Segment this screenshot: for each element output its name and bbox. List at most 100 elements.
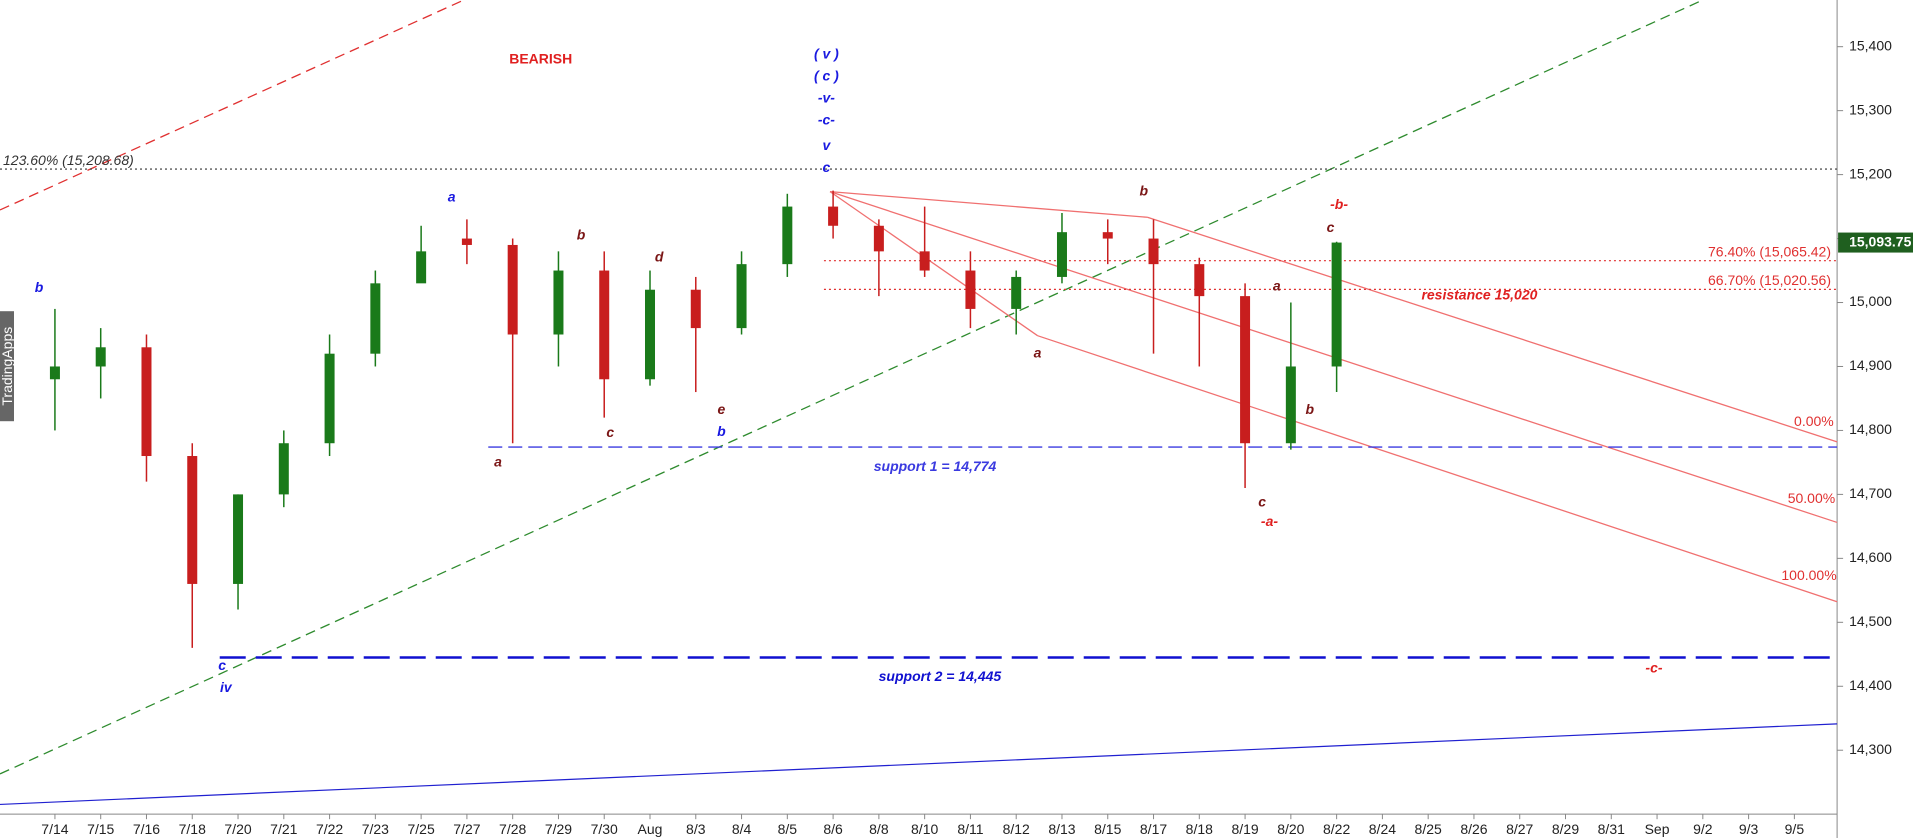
support-label: support 2 = 14,445 xyxy=(879,668,1002,684)
wave-label: c xyxy=(218,657,226,673)
x-tick-label: 8/25 xyxy=(1415,821,1442,837)
y-tick-label: 14,600 xyxy=(1849,549,1892,565)
candle-body xyxy=(828,206,839,226)
x-tick-label: 7/30 xyxy=(591,821,618,837)
wave-label: ( v ) xyxy=(814,46,839,62)
y-tick-label: 15,300 xyxy=(1849,101,1892,117)
x-tick-label: Aug xyxy=(638,821,663,837)
x-tick-label: 8/22 xyxy=(1323,821,1350,837)
x-tick-label: 7/18 xyxy=(179,821,206,837)
trend-line xyxy=(0,0,465,211)
x-tick-label: 9/5 xyxy=(1785,821,1805,837)
x-tick-label: 8/4 xyxy=(732,821,752,837)
wave-label: b xyxy=(577,226,586,242)
x-tick-label: 8/12 xyxy=(1003,821,1030,837)
candle-body xyxy=(187,456,198,584)
resistance-label: resistance 15,020 xyxy=(1421,286,1537,302)
candle-body xyxy=(416,251,427,284)
y-tick-label: 14,900 xyxy=(1849,357,1892,373)
trend-line xyxy=(829,191,1038,337)
wave-label: -v- xyxy=(818,90,835,106)
wave-label: ( c ) xyxy=(814,68,839,84)
x-tick-label: 7/14 xyxy=(41,821,68,837)
x-tick-label: 7/25 xyxy=(408,821,435,837)
fib-label: 66.70% (15,020.56) xyxy=(1708,272,1831,288)
x-tick-label: 8/13 xyxy=(1048,821,1075,837)
x-tick-label: 8/24 xyxy=(1369,821,1396,837)
trend-line xyxy=(1147,216,1838,443)
x-tick-label: 8/6 xyxy=(823,821,843,837)
trend-line xyxy=(0,723,1838,806)
wave-label: c xyxy=(1327,219,1335,235)
wave-label: v xyxy=(822,137,831,153)
candle-body xyxy=(1240,296,1251,444)
candle-body xyxy=(278,443,289,495)
wave-label: b xyxy=(1139,182,1148,198)
y-tick-label: 14,500 xyxy=(1849,613,1892,629)
candle-body xyxy=(233,494,244,584)
wave-label: b xyxy=(1305,401,1314,417)
y-tick-label: 15,200 xyxy=(1849,165,1892,181)
candle-body xyxy=(1148,238,1159,265)
x-tick-label: 8/15 xyxy=(1094,821,1121,837)
logo-bg xyxy=(0,311,14,422)
x-tick-label: 8/29 xyxy=(1552,821,1579,837)
trend-line xyxy=(829,190,1148,218)
x-tick-label: 8/5 xyxy=(778,821,798,837)
wave-label: b xyxy=(717,423,726,439)
x-tick-label: Sep xyxy=(1645,821,1670,837)
wave-label: c xyxy=(1258,494,1266,510)
last-price-label: 15,093.75 xyxy=(1849,233,1911,249)
wave-label: c xyxy=(606,424,614,440)
candle-body xyxy=(49,366,60,380)
candle-body xyxy=(1194,264,1205,297)
candle-body xyxy=(736,264,747,329)
x-tick-label: 8/3 xyxy=(686,821,706,837)
x-tick-label: 8/17 xyxy=(1140,821,1167,837)
wave-label: b xyxy=(35,279,44,295)
x-tick-label: 7/28 xyxy=(499,821,526,837)
wave-label: BEARISH xyxy=(509,51,572,67)
candle-body xyxy=(1011,276,1022,309)
x-tick-label: 7/21 xyxy=(270,821,297,837)
x-tick-label: 7/15 xyxy=(87,821,114,837)
candle-body xyxy=(553,270,564,335)
candle-body xyxy=(1331,242,1342,367)
wave-label: a xyxy=(1034,345,1042,361)
support-label: support 1 = 14,774 xyxy=(874,458,997,474)
wave-label: a xyxy=(494,453,502,469)
x-tick-label: 9/2 xyxy=(1693,821,1713,837)
x-tick-label: 9/3 xyxy=(1739,821,1759,837)
fib-label: 76.40% (15,065.42) xyxy=(1708,243,1831,259)
candle-body xyxy=(645,289,656,380)
trend-line xyxy=(1037,335,1838,603)
wave-label: -b- xyxy=(1330,196,1348,212)
x-tick-label: 8/20 xyxy=(1277,821,1304,837)
wave-label: a xyxy=(448,188,456,204)
fib-label: 123.60% (15,208.68) xyxy=(3,152,134,168)
y-tick-label: 14,800 xyxy=(1849,421,1892,437)
candle-body xyxy=(782,206,793,265)
wave-label: c xyxy=(822,159,830,175)
last-price-box xyxy=(1838,232,1913,253)
y-tick-label: 14,300 xyxy=(1849,741,1892,757)
x-tick-label: 8/10 xyxy=(911,821,938,837)
candle-body xyxy=(919,251,930,271)
x-tick-label: 8/8 xyxy=(869,821,889,837)
candle-body xyxy=(690,289,701,329)
wave-label: -a- xyxy=(1261,513,1278,529)
x-tick-label: 7/23 xyxy=(362,821,389,837)
x-tick-label: 8/31 xyxy=(1598,821,1625,837)
wave-label: iv xyxy=(220,679,233,695)
wave-label: 100.00% xyxy=(1781,567,1836,583)
x-tick-label: 8/19 xyxy=(1231,821,1258,837)
candle-body xyxy=(873,225,884,252)
x-tick-label: 7/20 xyxy=(224,821,251,837)
wave-label: a xyxy=(1273,278,1281,294)
x-tick-label: 8/26 xyxy=(1460,821,1487,837)
candle-body xyxy=(324,353,335,444)
x-tick-label: 8/18 xyxy=(1186,821,1213,837)
x-tick-label: 7/29 xyxy=(545,821,572,837)
wave-label: -c- xyxy=(818,112,835,128)
